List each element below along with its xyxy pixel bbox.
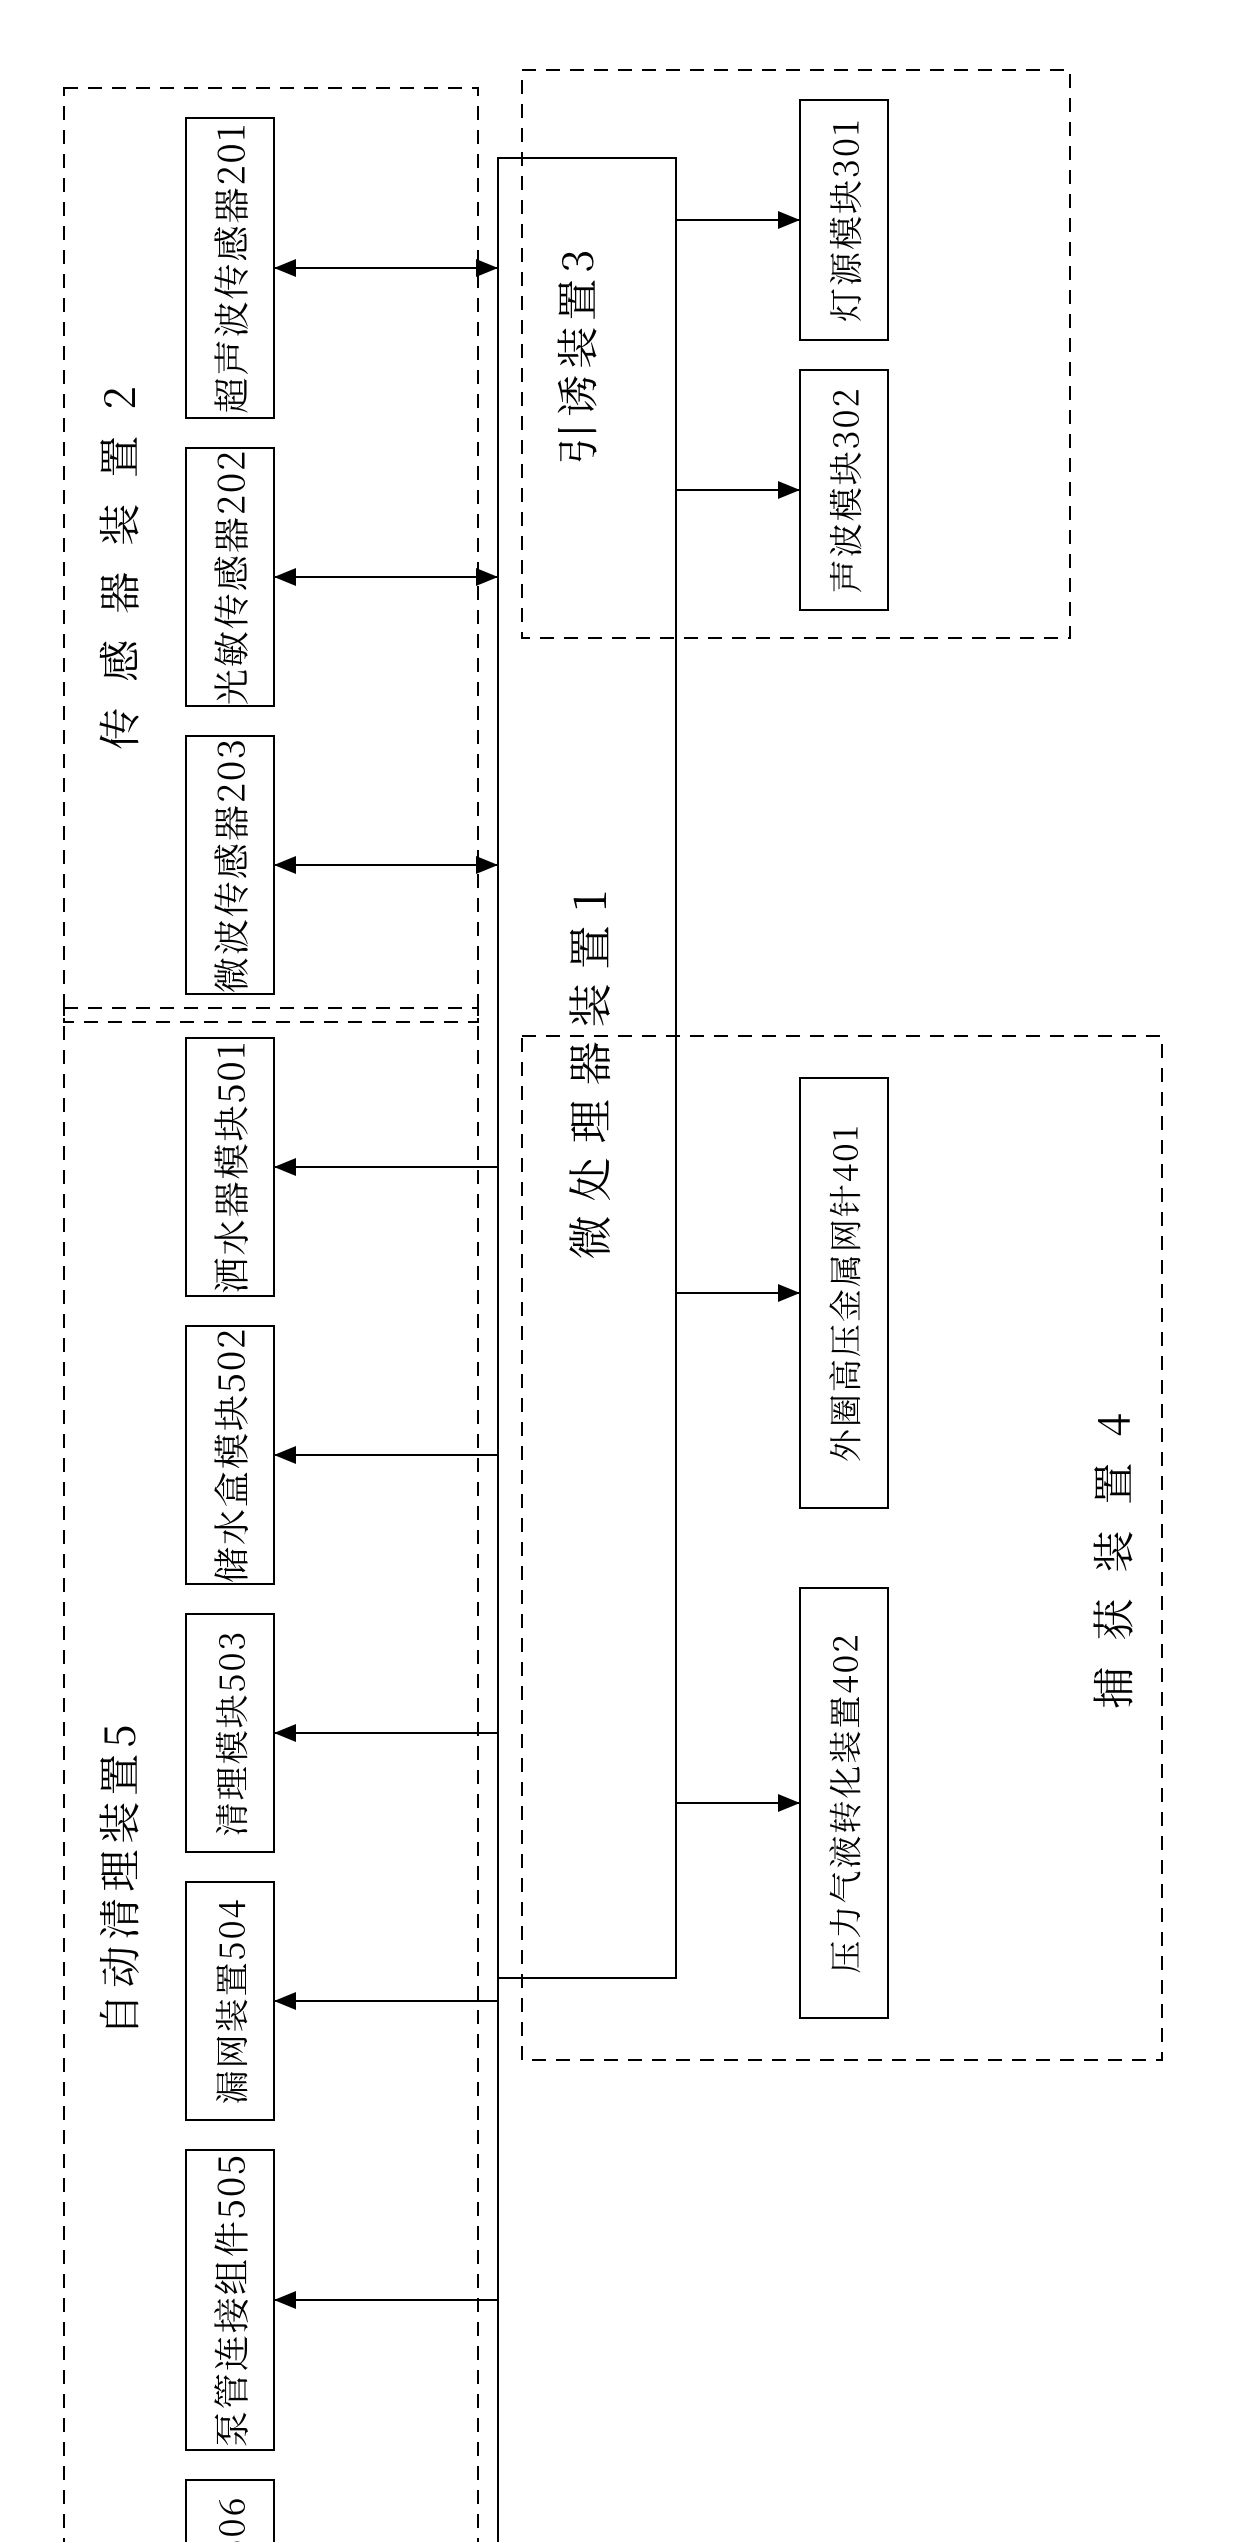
svg-text:储水盒模块502: 储水盒模块502 — [205, 1327, 256, 1583]
group-sensor-label: 传感器装置2 — [88, 360, 148, 749]
node-n301-label: 灯源模块301 — [820, 118, 869, 322]
node-n506-label: 消毒细刷506 — [206, 2496, 255, 2542]
svg-text:消毒细刷506: 消毒细刷506 — [206, 2496, 255, 2542]
svg-text:外圈高压金属网针401: 外圈高压金属网针401 — [821, 1124, 868, 1462]
arrow-head — [476, 259, 498, 277]
arrow-head — [274, 856, 296, 874]
arrow-head — [274, 259, 296, 277]
group-capture-label: 捕获装置4 — [1082, 1387, 1142, 1708]
svg-text:洒水器模块501: 洒水器模块501 — [205, 1040, 256, 1293]
node-n505-label: 泵管连接组件505 — [205, 2153, 256, 2447]
node-n201-label: 超声波传感器201 — [205, 122, 256, 413]
node-n401-label: 外圈高压金属网针401 — [821, 1124, 868, 1462]
arrow-head — [778, 1284, 800, 1302]
svg-text:自动清理装置5: 自动清理装置5 — [88, 1718, 148, 2035]
node-n501-label: 洒水器模块501 — [205, 1040, 256, 1293]
svg-text:引诱装置3: 引诱装置3 — [546, 243, 606, 464]
node-n502-label: 储水盒模块502 — [205, 1327, 256, 1583]
svg-text:泵管连接组件505: 泵管连接组件505 — [205, 2153, 256, 2447]
svg-text:光敏传感器202: 光敏传感器202 — [205, 449, 256, 705]
node-n302-label: 声波模块302 — [820, 387, 869, 594]
arrow-head — [476, 856, 498, 874]
arrow-head — [274, 1992, 296, 2010]
arrow-head — [778, 211, 800, 229]
svg-text:传感器装置2: 传感器装置2 — [88, 360, 148, 749]
svg-text:超声波传感器201: 超声波传感器201 — [205, 122, 256, 413]
svg-text:灯源模块301: 灯源模块301 — [820, 118, 869, 322]
arrow-head — [274, 2291, 296, 2309]
node-n203-label: 微波传感器203 — [205, 737, 256, 993]
arrow-head — [274, 1446, 296, 1464]
svg-text:清理模块503: 清理模块503 — [206, 1630, 255, 1837]
node-n503-label: 清理模块503 — [206, 1630, 255, 1837]
svg-text:微处理器装置1: 微处理器装置1 — [555, 877, 619, 1260]
arrow-head — [274, 568, 296, 586]
processor-label: 微处理器装置1 — [555, 877, 619, 1260]
node-n504-label: 漏网装置504 — [206, 1898, 255, 2105]
node-n202-label: 光敏传感器202 — [205, 449, 256, 705]
svg-text:压力气液转化装置402: 压力气液转化装置402 — [821, 1632, 868, 1973]
arrow-head — [274, 1158, 296, 1176]
svg-text:漏网装置504: 漏网装置504 — [206, 1898, 255, 2105]
arrow-head — [778, 481, 800, 499]
svg-text:捕获装置4: 捕获装置4 — [1082, 1387, 1142, 1708]
group-clean-label: 自动清理装置5 — [88, 1718, 148, 2035]
arrow-head — [778, 1794, 800, 1812]
arrow-head — [274, 1724, 296, 1742]
svg-text:微波传感器203: 微波传感器203 — [205, 737, 256, 993]
arrow-head — [476, 568, 498, 586]
node-n402-label: 压力气液转化装置402 — [821, 1632, 868, 1973]
svg-text:声波模块302: 声波模块302 — [820, 387, 869, 594]
group-lure-label: 引诱装置3 — [546, 243, 606, 464]
